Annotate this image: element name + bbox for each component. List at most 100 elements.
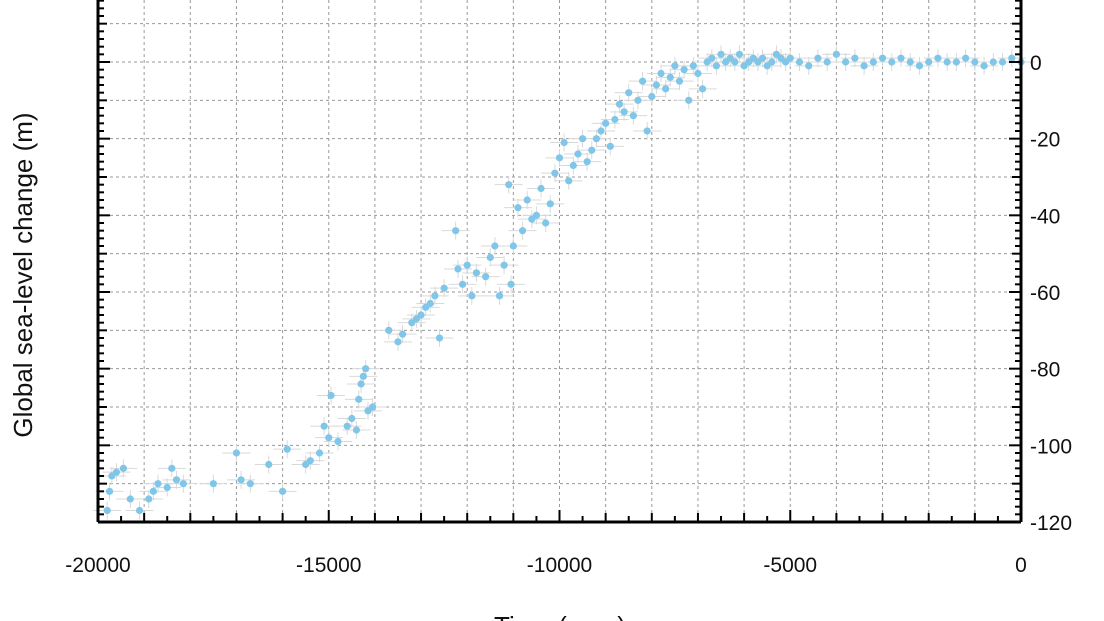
data-point [980,62,988,70]
y-tick-label: -100 [1030,435,1072,458]
data-point [671,62,679,70]
data-point [795,58,804,66]
data-point [943,58,951,66]
data-point [507,280,515,288]
data-point [611,115,619,124]
data-point [327,391,335,400]
y-tick-label: 0 [1030,52,1042,75]
data-point [578,135,587,143]
data-point [685,96,693,104]
data-point [362,365,370,373]
data-point [454,265,462,273]
data-point [657,69,665,78]
data-point [246,480,254,488]
data-point [468,292,476,300]
y-tick-label: -80 [1030,359,1060,382]
data-point [542,219,550,227]
data-point [638,77,647,85]
data-point [145,495,153,503]
data-point [163,483,171,492]
data-point [283,445,291,453]
data-point [934,54,942,62]
data-point [925,58,933,66]
data-point [105,487,114,495]
data-point [334,437,342,446]
data-point [179,480,187,488]
data-point [551,169,559,177]
data-point [906,58,914,66]
data-point [648,92,656,101]
data-point [435,334,444,342]
data-point [851,54,859,62]
data-point [735,50,744,58]
data-point [546,200,554,208]
data-point [232,449,241,457]
data-point [583,158,591,166]
data-point [952,58,960,66]
data-point [805,62,813,70]
data-point [458,280,467,288]
data-point [237,476,245,484]
data-point [518,227,527,235]
data-point [625,89,633,97]
tick-labels: -20000 -15000 -10000 -5000 0 0 -20 -40 -60 -80 -10… [65,52,1072,577]
data-point [348,414,356,423]
x-tick-label: -15000 [296,554,361,577]
data-point [915,62,924,70]
data-point [629,112,637,120]
x-tick-label: -20000 [65,554,130,577]
data-point [680,66,688,74]
data-point [643,127,651,135]
data-point [495,292,504,300]
data-point [555,154,564,162]
data-point [731,58,739,66]
data-point [888,58,896,66]
axis-ticks [97,0,1022,523]
data-point [343,422,351,430]
data-point [265,460,273,469]
data-point [708,54,716,62]
data-point [315,449,324,457]
data-point [532,211,541,219]
x-tick-label: -10000 [527,554,592,577]
x-axis-title: Time (year) [494,611,626,621]
y-tick-label: -40 [1030,205,1060,228]
data-point [842,58,850,66]
x-tick-label: -5000 [763,554,817,577]
data-point [962,54,970,62]
data-point [209,480,217,488]
grid-lines [97,0,1022,523]
data-point [505,181,513,189]
data-point [320,422,328,430]
data-point [103,506,111,515]
data-point [154,480,162,488]
data-point [463,261,471,269]
data-point [620,108,628,116]
data-point [897,54,905,62]
data-point [652,81,661,89]
data-point [306,457,314,465]
data-point [560,138,568,147]
data-points [103,50,1025,515]
data-point [592,135,601,143]
data-point [666,73,674,81]
data-point [712,62,721,70]
data-point [359,372,367,380]
data-point [355,395,363,403]
data-point [394,338,402,346]
data-point [514,204,522,212]
data-point [574,150,582,158]
data-point [989,58,997,66]
data-point [440,284,448,292]
data-point [426,299,434,308]
data-point [172,476,181,484]
data-point [878,54,887,62]
data-point [698,85,707,93]
data-point [417,311,425,319]
data-point [357,380,365,388]
data-point [368,403,377,411]
data-point [537,184,545,193]
data-point [509,242,517,250]
data-point [606,142,614,150]
